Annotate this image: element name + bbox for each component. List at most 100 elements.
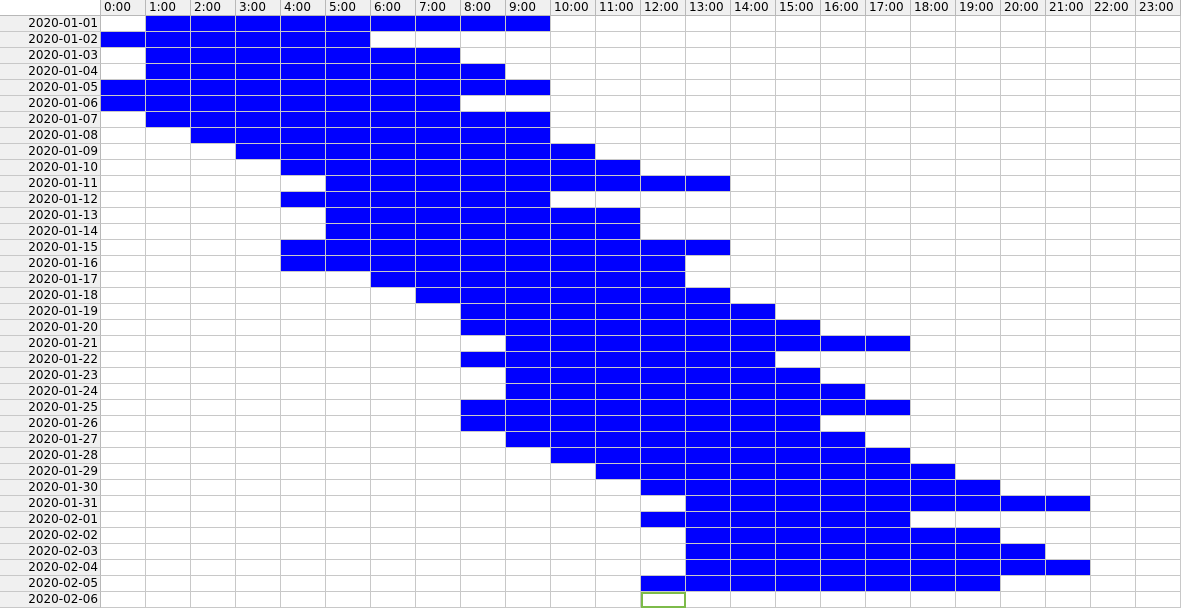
- grid-cell[interactable]: [911, 272, 956, 288]
- grid-cell[interactable]: [326, 368, 371, 384]
- grid-cell[interactable]: [596, 48, 641, 64]
- grid-cell[interactable]: [236, 272, 281, 288]
- grid-cell[interactable]: [821, 240, 866, 256]
- grid-cell[interactable]: [641, 112, 686, 128]
- grid-cell[interactable]: [101, 336, 146, 352]
- grid-cell[interactable]: [146, 576, 191, 592]
- grid-cell[interactable]: [146, 144, 191, 160]
- filled-cell[interactable]: [866, 480, 911, 496]
- grid-cell[interactable]: [866, 176, 911, 192]
- grid-cell[interactable]: [1001, 576, 1046, 592]
- grid-cell[interactable]: [1136, 272, 1181, 288]
- filled-cell[interactable]: [686, 240, 731, 256]
- filled-cell[interactable]: [101, 80, 146, 96]
- filled-cell[interactable]: [596, 176, 641, 192]
- grid-cell[interactable]: [1136, 224, 1181, 240]
- grid-cell[interactable]: [146, 224, 191, 240]
- grid-cell[interactable]: [236, 192, 281, 208]
- grid-cell[interactable]: [371, 576, 416, 592]
- grid-cell[interactable]: [326, 352, 371, 368]
- grid-cell[interactable]: [371, 528, 416, 544]
- grid-cell[interactable]: [1001, 96, 1046, 112]
- filled-cell[interactable]: [956, 496, 1001, 512]
- grid-cell[interactable]: [1046, 112, 1091, 128]
- filled-cell[interactable]: [461, 80, 506, 96]
- grid-cell[interactable]: [686, 16, 731, 32]
- grid-cell[interactable]: [956, 192, 1001, 208]
- grid-cell[interactable]: [146, 432, 191, 448]
- grid-cell[interactable]: [911, 224, 956, 240]
- row-header[interactable]: 2020-01-22: [0, 352, 101, 368]
- grid-cell[interactable]: [821, 32, 866, 48]
- grid-cell[interactable]: [551, 128, 596, 144]
- filled-cell[interactable]: [776, 336, 821, 352]
- grid-cell[interactable]: [236, 528, 281, 544]
- filled-cell[interactable]: [281, 80, 326, 96]
- filled-cell[interactable]: [371, 16, 416, 32]
- grid-cell[interactable]: [236, 464, 281, 480]
- column-header[interactable]: 22:00: [1091, 0, 1136, 16]
- grid-cell[interactable]: [416, 448, 461, 464]
- grid-cell[interactable]: [146, 592, 191, 608]
- filled-cell[interactable]: [686, 352, 731, 368]
- grid-cell[interactable]: [281, 416, 326, 432]
- grid-cell[interactable]: [1136, 320, 1181, 336]
- filled-cell[interactable]: [416, 16, 461, 32]
- filled-cell[interactable]: [416, 64, 461, 80]
- grid-cell[interactable]: [101, 64, 146, 80]
- filled-cell[interactable]: [551, 368, 596, 384]
- filled-cell[interactable]: [506, 192, 551, 208]
- filled-cell[interactable]: [551, 224, 596, 240]
- grid-cell[interactable]: [326, 464, 371, 480]
- filled-cell[interactable]: [146, 80, 191, 96]
- grid-cell[interactable]: [821, 208, 866, 224]
- grid-cell[interactable]: [146, 256, 191, 272]
- grid-cell[interactable]: [1046, 224, 1091, 240]
- grid-cell[interactable]: [866, 592, 911, 608]
- grid-cell[interactable]: [101, 112, 146, 128]
- grid-cell[interactable]: [596, 64, 641, 80]
- filled-cell[interactable]: [731, 384, 776, 400]
- grid-cell[interactable]: [371, 560, 416, 576]
- grid-cell[interactable]: [101, 448, 146, 464]
- grid-cell[interactable]: [956, 320, 1001, 336]
- grid-cell[interactable]: [1091, 160, 1136, 176]
- grid-cell[interactable]: [101, 192, 146, 208]
- grid-cell[interactable]: [821, 288, 866, 304]
- grid-cell[interactable]: [461, 448, 506, 464]
- grid-cell[interactable]: [506, 528, 551, 544]
- filled-cell[interactable]: [416, 256, 461, 272]
- column-header[interactable]: 12:00: [641, 0, 686, 16]
- filled-cell[interactable]: [326, 144, 371, 160]
- grid-cell[interactable]: [281, 320, 326, 336]
- grid-cell[interactable]: [326, 544, 371, 560]
- filled-cell[interactable]: [776, 384, 821, 400]
- row-header[interactable]: 2020-01-29: [0, 464, 101, 480]
- filled-cell[interactable]: [731, 480, 776, 496]
- grid-cell[interactable]: [686, 192, 731, 208]
- grid-cell[interactable]: [191, 400, 236, 416]
- filled-cell[interactable]: [776, 320, 821, 336]
- filled-cell[interactable]: [461, 352, 506, 368]
- grid-cell[interactable]: [1046, 160, 1091, 176]
- grid-cell[interactable]: [1046, 336, 1091, 352]
- row-header[interactable]: 2020-01-06: [0, 96, 101, 112]
- filled-cell[interactable]: [686, 336, 731, 352]
- filled-cell[interactable]: [866, 560, 911, 576]
- row-header[interactable]: 2020-01-07: [0, 112, 101, 128]
- row-header[interactable]: 2020-01-13: [0, 208, 101, 224]
- row-header[interactable]: 2020-02-01: [0, 512, 101, 528]
- filled-cell[interactable]: [551, 256, 596, 272]
- grid-cell[interactable]: [1046, 448, 1091, 464]
- filled-cell[interactable]: [686, 288, 731, 304]
- filled-cell[interactable]: [326, 112, 371, 128]
- filled-cell[interactable]: [776, 544, 821, 560]
- filled-cell[interactable]: [281, 256, 326, 272]
- filled-cell[interactable]: [506, 80, 551, 96]
- row-header[interactable]: 2020-01-11: [0, 176, 101, 192]
- grid-cell[interactable]: [1136, 576, 1181, 592]
- filled-cell[interactable]: [866, 544, 911, 560]
- grid-cell[interactable]: [1046, 48, 1091, 64]
- grid-cell[interactable]: [281, 288, 326, 304]
- filled-cell[interactable]: [461, 160, 506, 176]
